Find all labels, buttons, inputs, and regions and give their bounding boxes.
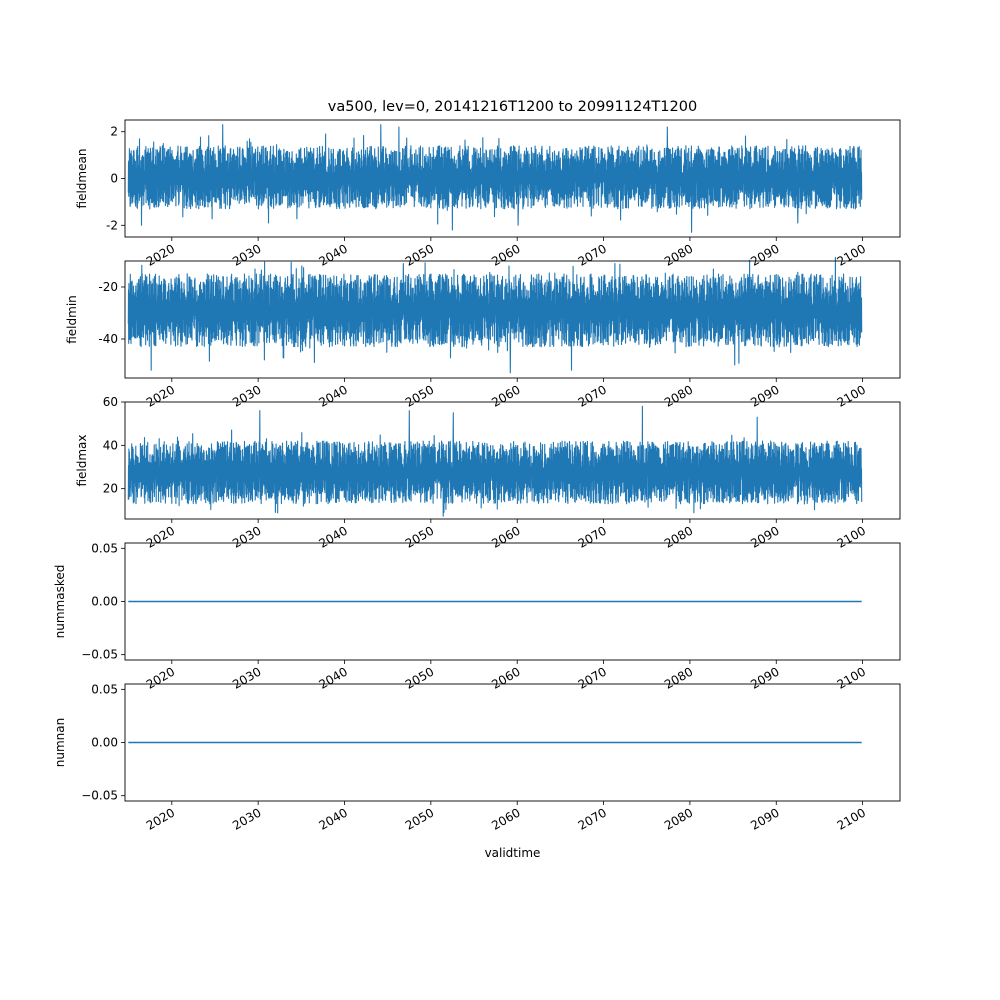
y-tick-label: 0.05 — [91, 682, 118, 696]
x-tick-label: 2030 — [230, 241, 263, 268]
x-tick-label: 2030 — [230, 805, 263, 832]
y-axis-label: fieldmin — [65, 295, 79, 344]
x-tick-label: 2060 — [489, 382, 522, 409]
axes-frame — [124, 260, 901, 379]
x-tick-label: 2090 — [748, 523, 781, 550]
y-tick-label: -2 — [106, 218, 118, 232]
series-line-fieldmax — [127, 405, 863, 517]
x-tick-label: 2070 — [576, 241, 609, 268]
x-tick-label: 2080 — [662, 664, 695, 691]
x-tick-label: 2050 — [403, 805, 436, 832]
x-tick-label: 2090 — [748, 241, 781, 268]
x-tick-label: 2050 — [403, 664, 436, 691]
x-tick-label: 2030 — [230, 382, 263, 409]
x-tick-label: 2070 — [576, 805, 609, 832]
x-tick-label: 2040 — [317, 241, 350, 268]
x-tick-label: 2020 — [144, 664, 177, 691]
x-tick-label: 2060 — [489, 805, 522, 832]
x-tick-label: 2060 — [489, 523, 522, 550]
y-tick-label: −0.05 — [81, 648, 118, 662]
x-tick-label: 2040 — [317, 664, 350, 691]
subplot-nummasked: −0.05 0.00 0.05 2020 2030 2040 2050 2060 2070 208… — [53, 541, 901, 692]
x-tick-label: 2020 — [144, 805, 177, 832]
subplot-numnan: −0.05 0.00 0.05 2020 2030 2040 2050 2060 2070 208… — [53, 682, 901, 833]
x-tick-label: 2070 — [576, 664, 609, 691]
x-tick-label: 2090 — [748, 664, 781, 691]
x-tick-label: 2070 — [576, 523, 609, 550]
x-tick-label: 2040 — [317, 805, 350, 832]
y-axis-label: fieldmean — [75, 149, 89, 209]
x-tick-label: 2080 — [662, 382, 695, 409]
x-tick-label: 2100 — [835, 241, 868, 268]
x-axis-label: validtime — [485, 846, 541, 860]
series-line-fieldmin — [127, 256, 863, 374]
y-tick-label: 0.05 — [91, 541, 118, 555]
x-tick-label: 2100 — [835, 382, 868, 409]
x-tick-label: 2020 — [144, 382, 177, 409]
y-tick-label: 60 — [103, 395, 118, 409]
x-tick-label: 2020 — [144, 241, 177, 268]
axes-frame — [124, 401, 901, 520]
x-tick-label: 2060 — [489, 241, 522, 268]
x-tick-label: 2030 — [230, 523, 263, 550]
x-tick-label: 2100 — [835, 805, 868, 832]
x-tick-label: 2090 — [748, 805, 781, 832]
x-tick-label: 2080 — [662, 805, 695, 832]
x-tick-label: 2100 — [835, 523, 868, 550]
x-tick-label: 2050 — [403, 241, 436, 268]
y-tick-label: 0 — [110, 172, 118, 186]
series-line-fieldmean — [127, 124, 863, 233]
y-tick-label: 0.00 — [91, 595, 118, 609]
y-tick-label: 0.00 — [91, 736, 118, 750]
x-tick-label: 2040 — [317, 523, 350, 550]
x-tick-label: 2050 — [403, 382, 436, 409]
y-tick-label: −0.05 — [81, 789, 118, 803]
y-axis-label: nummasked — [53, 565, 67, 639]
x-tick-label: 2030 — [230, 664, 263, 691]
subplot-fieldmin: -40 -20 2020 2030 2040 2050 2060 2070 2080 2090 21… — [65, 256, 901, 410]
x-tick-label: 2050 — [403, 523, 436, 550]
x-tick-label: 2070 — [576, 382, 609, 409]
subplot-fieldmean: -2 0 2 2020 2030 2040 2050 2060 2070 2080 2090 2100… — [75, 119, 901, 269]
y-tick-label: 40 — [103, 438, 118, 452]
y-tick-label: -20 — [98, 280, 118, 294]
x-tick-label: 2100 — [835, 664, 868, 691]
y-tick-label: 2 — [110, 125, 118, 139]
x-tick-label: 2020 — [144, 523, 177, 550]
x-tick-label: 2080 — [662, 241, 695, 268]
y-axis-label: fieldmax — [75, 434, 89, 486]
x-tick-label: 2080 — [662, 523, 695, 550]
x-tick-label: 2060 — [489, 664, 522, 691]
x-tick-label: 2040 — [317, 382, 350, 409]
y-tick-label: 20 — [103, 482, 118, 496]
x-tick-label: 2090 — [748, 382, 781, 409]
y-tick-label: -40 — [98, 332, 118, 346]
y-axis-label: numnan — [53, 718, 67, 767]
figure-title: va500, lev=0, 20141216T1200 to 20991124T… — [328, 99, 697, 115]
